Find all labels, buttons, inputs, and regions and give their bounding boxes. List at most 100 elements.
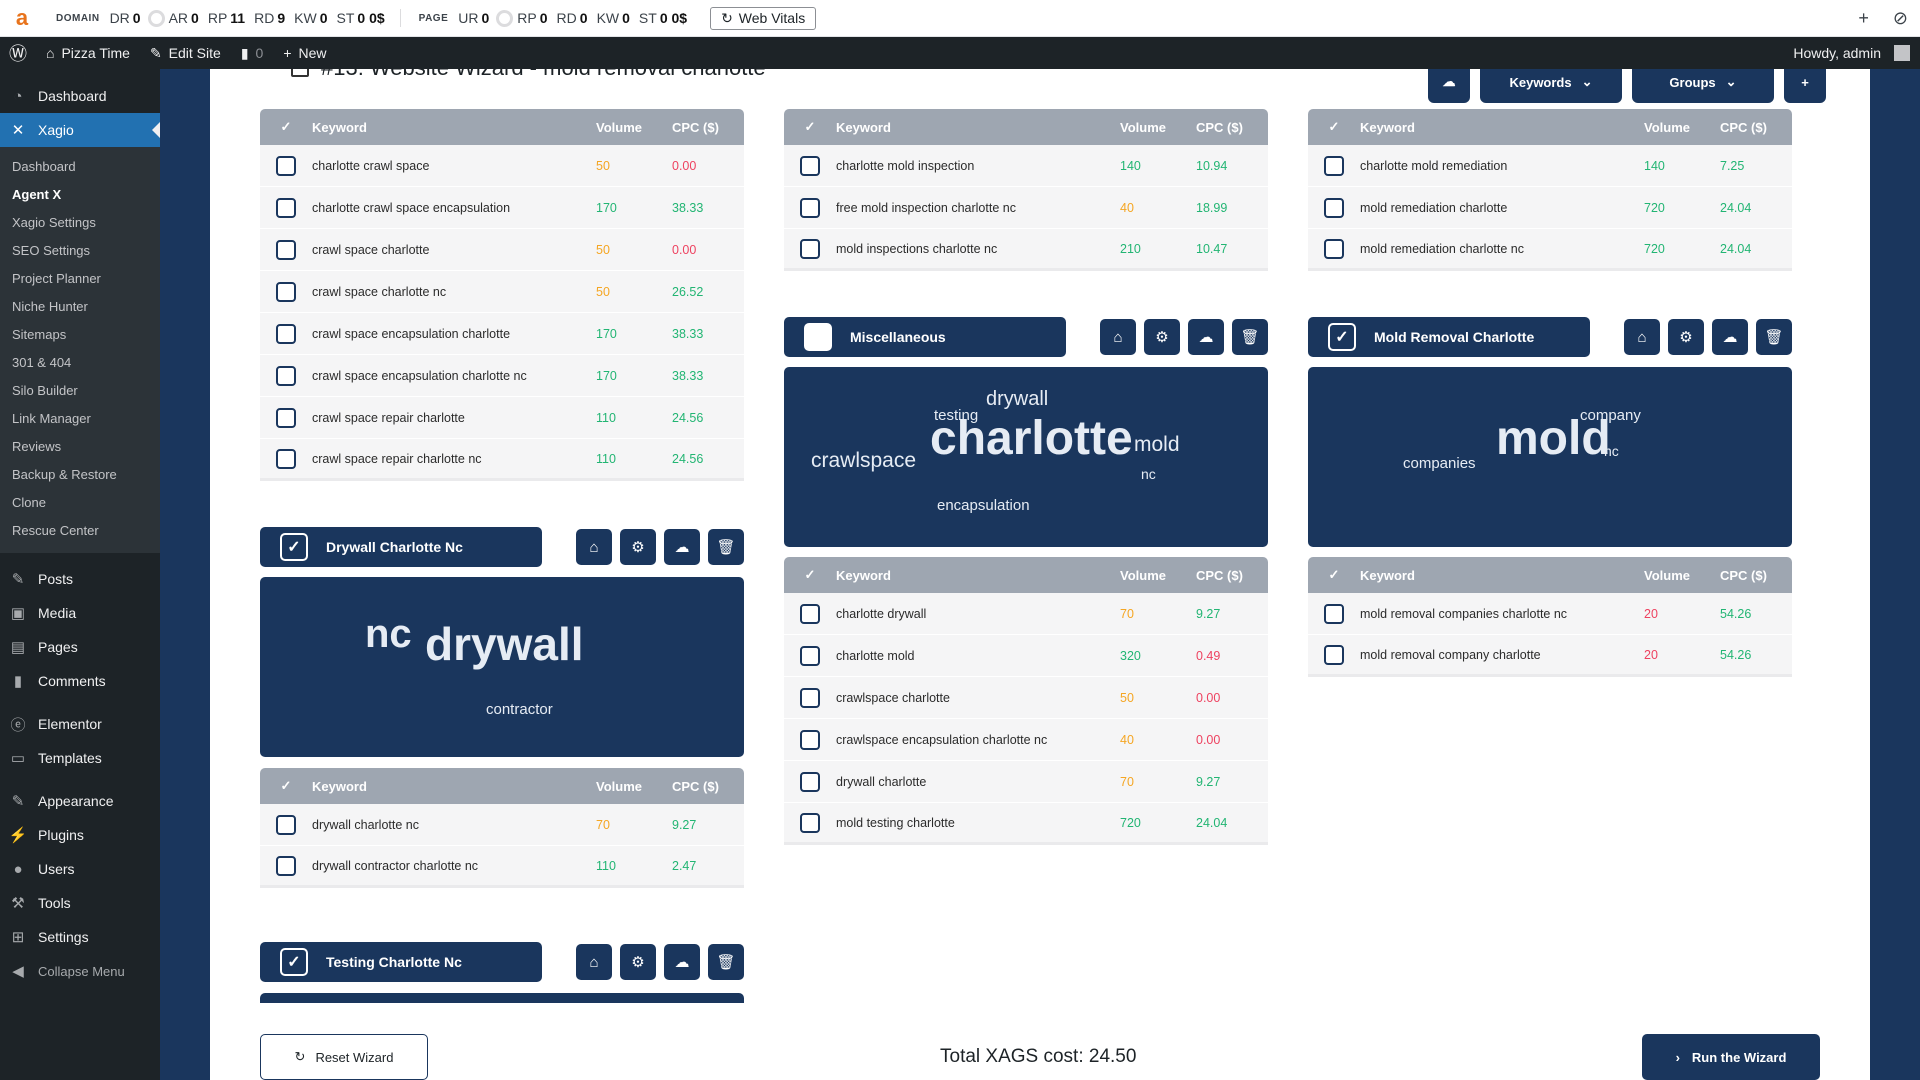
disable-icon[interactable]: ⊘ bbox=[1892, 7, 1908, 28]
sidebar-item-posts[interactable]: ✎ Posts bbox=[0, 562, 160, 596]
run-wizard-button[interactable]: › Run the Wizard bbox=[1642, 1034, 1820, 1080]
table-row[interactable]: crawl space charlotte nc 50 26.52 bbox=[260, 271, 744, 313]
gear-icon[interactable]: ⚙ bbox=[620, 529, 656, 565]
row-checkbox[interactable] bbox=[800, 812, 820, 833]
xagio-logo-icon[interactable]: a bbox=[15, 5, 29, 30]
row-checkbox[interactable] bbox=[276, 323, 296, 344]
group-mold-removal[interactable]: ✓ Mold Removal Charlotte bbox=[1308, 317, 1590, 357]
row-checkbox[interactable] bbox=[276, 239, 296, 260]
sub-sitemaps[interactable]: Sitemaps bbox=[12, 327, 67, 342]
row-checkbox[interactable] bbox=[1324, 197, 1344, 218]
group-miscellaneous[interactable]: Miscellaneous bbox=[784, 317, 1066, 357]
row-checkbox[interactable] bbox=[1324, 155, 1344, 176]
row-checkbox[interactable] bbox=[276, 197, 296, 218]
home-icon[interactable]: ⌂ bbox=[1100, 319, 1136, 355]
row-checkbox[interactable] bbox=[276, 448, 296, 469]
table-row[interactable]: charlotte mold 320 0.49 bbox=[784, 635, 1268, 677]
gear-icon[interactable]: ⚙ bbox=[1144, 319, 1180, 355]
trash-icon[interactable]: 🗑 bbox=[1756, 319, 1792, 355]
group-testing[interactable]: ✓ Testing Charlotte Nc bbox=[260, 942, 542, 982]
row-checkbox[interactable] bbox=[1324, 238, 1344, 259]
table-row[interactable]: crawl space repair charlotte 110 24.56 bbox=[260, 397, 744, 439]
group-checkbox[interactable]: ✓ bbox=[1328, 323, 1356, 351]
wordpress-logo-icon[interactable]: Ⓦ bbox=[9, 44, 27, 64]
edit-site-link[interactable]: ✎ Edit Site bbox=[149, 44, 221, 62]
sub-seo-settings[interactable]: SEO Settings bbox=[12, 243, 91, 258]
select-all-icon[interactable]: ✓ bbox=[804, 119, 816, 134]
sub-dashboard[interactable]: Dashboard bbox=[12, 159, 76, 174]
sidebar-item-settings[interactable]: ⊞ Settings bbox=[0, 920, 160, 954]
row-checkbox[interactable] bbox=[800, 645, 820, 666]
gear-icon[interactable]: ⚙ bbox=[620, 944, 656, 980]
cloud-icon[interactable]: ☁ bbox=[1712, 319, 1748, 355]
sidebar-item-plugins[interactable]: ⚡ Plugins bbox=[8, 827, 84, 844]
comments-link[interactable]: ▮ 0 bbox=[240, 44, 264, 62]
gear-icon[interactable]: ⚙ bbox=[1668, 319, 1704, 355]
sidebar-item-comments[interactable]: ▮ Comments bbox=[0, 664, 160, 698]
row-checkbox[interactable] bbox=[276, 365, 296, 386]
row-checkbox[interactable] bbox=[800, 771, 820, 792]
cloud-button[interactable]: ☁ bbox=[1428, 69, 1470, 103]
sidebar-item-appearance[interactable]: ✎ Appearance bbox=[0, 784, 160, 818]
row-checkbox[interactable] bbox=[1324, 644, 1344, 665]
select-all-icon[interactable]: ✓ bbox=[1328, 119, 1340, 134]
plus-icon[interactable]: + bbox=[1858, 7, 1869, 28]
sidebar-item-templates[interactable]: ▭ Templates bbox=[0, 741, 160, 775]
group-checkbox[interactable]: ✓ bbox=[280, 533, 308, 561]
keywords-dropdown[interactable]: Keywords ⌄ bbox=[1480, 69, 1622, 103]
cloud-icon[interactable]: ☁ bbox=[664, 944, 700, 980]
table-row[interactable]: crawlspace charlotte 50 0.00 bbox=[784, 677, 1268, 719]
select-all-icon[interactable]: ✓ bbox=[804, 567, 816, 582]
sub-niche-hunter[interactable]: Niche Hunter bbox=[12, 299, 88, 314]
table-row[interactable]: mold removal company charlotte 20 54.26 bbox=[1308, 635, 1792, 677]
sub-backup-restore[interactable]: Backup & Restore bbox=[12, 467, 117, 482]
home-icon[interactable]: ⌂ bbox=[576, 529, 612, 565]
cloud-icon[interactable]: ☁ bbox=[664, 529, 700, 565]
row-checkbox[interactable] bbox=[276, 407, 296, 428]
row-checkbox[interactable] bbox=[276, 855, 296, 876]
table-row[interactable]: crawl space encapsulation charlotte 170 38… bbox=[260, 313, 744, 355]
table-row[interactable]: drywall charlotte 70 9.27 bbox=[784, 761, 1268, 803]
collapse-menu[interactable]: ◀ Collapse Menu bbox=[0, 954, 160, 988]
table-row[interactable]: charlotte drywall 70 9.27 bbox=[784, 593, 1268, 635]
table-row[interactable]: crawl space encapsulation charlotte nc 17… bbox=[260, 355, 744, 397]
row-checkbox[interactable] bbox=[800, 155, 820, 176]
row-checkbox[interactable] bbox=[276, 814, 296, 835]
site-name-link[interactable]: ⌂ Pizza Time bbox=[46, 45, 130, 61]
row-checkbox[interactable] bbox=[276, 281, 296, 302]
table-row[interactable]: mold remediation charlotte nc 720 24.04 bbox=[1308, 229, 1792, 271]
new-content-link[interactable]: + New bbox=[283, 45, 327, 61]
table-row[interactable]: charlotte mold remediation 140 7.25 bbox=[1308, 145, 1792, 187]
select-all-icon[interactable]: ✓ bbox=[1328, 567, 1340, 582]
sub-301-404[interactable]: 301 & 404 bbox=[12, 355, 72, 370]
table-row[interactable]: mold removal companies charlotte nc 20 54.… bbox=[1308, 593, 1792, 635]
row-checkbox[interactable] bbox=[800, 197, 820, 218]
table-row[interactable]: drywall contractor charlotte nc 110 2.47 bbox=[260, 846, 744, 888]
select-all-icon[interactable]: ✓ bbox=[280, 778, 292, 793]
table-row[interactable]: crawlspace encapsulation charlotte nc 40 0… bbox=[784, 719, 1268, 761]
table-row[interactable]: charlotte crawl space 50 0.00 bbox=[260, 145, 744, 187]
row-checkbox[interactable] bbox=[800, 238, 820, 259]
trash-icon[interactable]: 🗑 bbox=[708, 529, 744, 565]
sub-silo-builder[interactable]: Silo Builder bbox=[12, 383, 78, 398]
row-checkbox[interactable] bbox=[276, 155, 296, 176]
home-icon[interactable]: ⌂ bbox=[1624, 319, 1660, 355]
table-row[interactable]: mold inspections charlotte nc 210 10.47 bbox=[784, 229, 1268, 271]
sidebar-item-users[interactable]: ● Users bbox=[0, 852, 160, 886]
sub-clone[interactable]: Clone bbox=[12, 495, 46, 510]
table-row[interactable]: crawl space repair charlotte nc 110 24.56 bbox=[260, 439, 744, 481]
my-account-link[interactable]: Howdy, admin bbox=[1783, 37, 1920, 69]
group-drywall[interactable]: ✓ Drywall Charlotte Nc bbox=[260, 527, 542, 567]
add-group-button[interactable]: + bbox=[1784, 69, 1826, 103]
select-all-icon[interactable]: ✓ bbox=[280, 119, 292, 134]
web-vitals-button[interactable]: ↻ Web Vitals bbox=[710, 6, 817, 30]
table-row[interactable]: drywall charlotte nc 70 9.27 bbox=[260, 804, 744, 846]
table-row[interactable]: charlotte crawl space encapsulation 170 38… bbox=[260, 187, 744, 229]
sidebar-item-dashboard[interactable]: ◔ Dashboard bbox=[0, 79, 160, 113]
sub-project-planner[interactable]: Project Planner bbox=[12, 271, 101, 286]
table-row[interactable]: crawl space charlotte 50 0.00 bbox=[260, 229, 744, 271]
sidebar-item-pages[interactable]: ▤ Pages bbox=[0, 630, 160, 664]
sub-reviews[interactable]: Reviews bbox=[12, 439, 62, 454]
row-checkbox[interactable] bbox=[800, 603, 820, 624]
group-checkbox[interactable]: ✓ bbox=[280, 948, 308, 976]
